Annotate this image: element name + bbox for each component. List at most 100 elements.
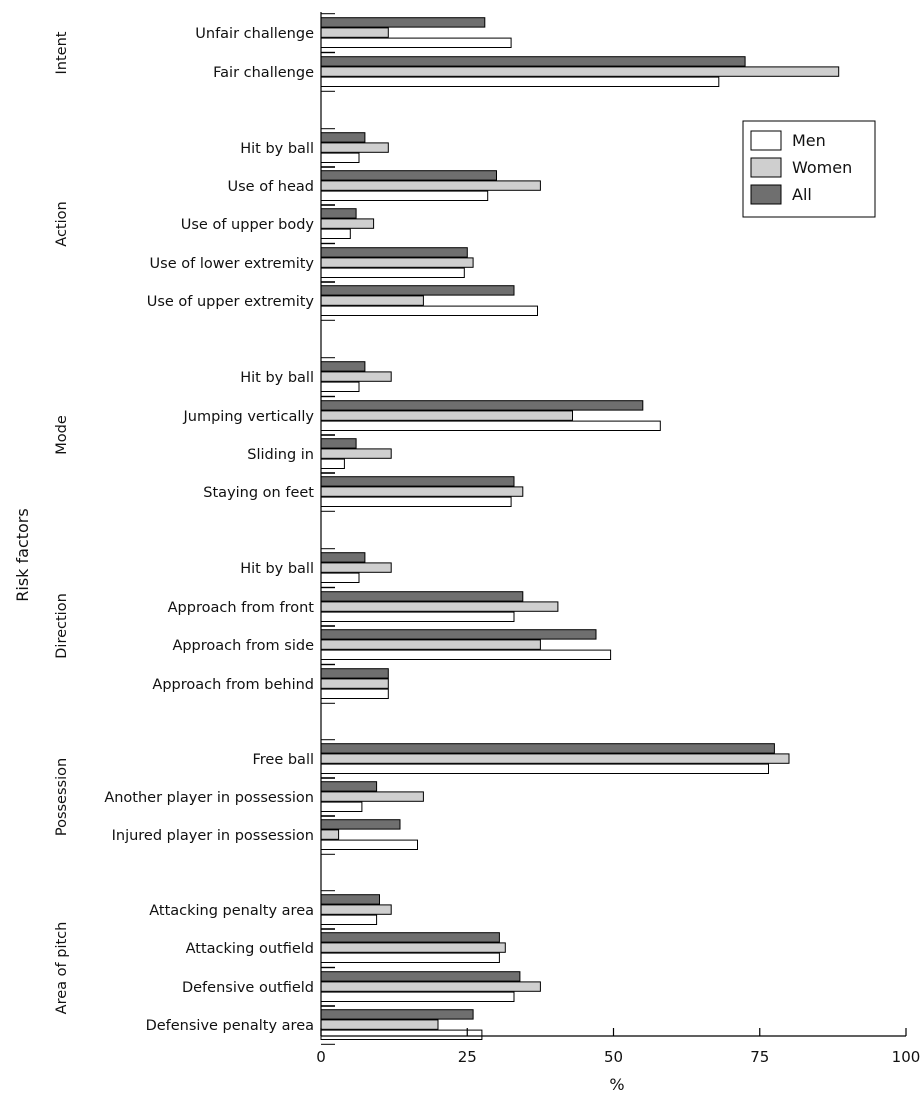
bar-men (320, 381, 360, 393)
bar-men (320, 496, 512, 508)
bar-women (320, 218, 375, 229)
bar-all (320, 400, 644, 411)
category-label: Use of upper body (181, 217, 315, 233)
bar-women (320, 791, 424, 802)
bar-all (320, 132, 366, 143)
category-label: Use of head (228, 179, 314, 195)
bar-men (320, 305, 538, 317)
bar-women (320, 257, 474, 268)
bar-women (320, 371, 392, 382)
x-tick-label: 25 (458, 1048, 477, 1066)
group-label: Action (54, 201, 70, 246)
bar-all (320, 208, 357, 219)
bar-women (320, 904, 392, 915)
category-label: Approach from side (172, 638, 314, 654)
category-label: Attacking outfield (186, 941, 314, 957)
bar-all (320, 552, 366, 563)
category-label: Fair challenge (213, 65, 314, 81)
category-label: Defensive penalty area (146, 1018, 314, 1034)
bar-all (320, 743, 775, 754)
legend-label: Women (792, 158, 852, 177)
bar-all (320, 56, 746, 67)
bar-all (320, 1009, 474, 1020)
legend-label: Men (792, 131, 826, 150)
bar-men (320, 420, 661, 432)
category-label: Use of upper extremity (147, 294, 315, 310)
category-label: Another player in possession (104, 790, 314, 806)
bar-women (320, 142, 389, 153)
category-label: Staying on feet (203, 485, 314, 501)
bar-women (320, 981, 541, 992)
category-label: Unfair challenge (195, 26, 314, 42)
bar-women (320, 448, 392, 459)
bar-all (320, 17, 486, 28)
bar-women (320, 753, 790, 764)
bar-all (320, 361, 366, 372)
bar-women (320, 486, 524, 497)
x-axis: 0 25 50 75 100 (316, 12, 920, 1066)
category-label: Injured player in possession (112, 828, 314, 844)
group-label: Area of pitch (54, 922, 70, 1015)
bar-all (320, 476, 515, 487)
x-axis-title: % (609, 1075, 624, 1093)
bar-men (320, 267, 465, 279)
x-tick-label: 50 (604, 1048, 623, 1066)
bar-women (320, 678, 389, 689)
bar-men (320, 801, 363, 812)
bar-women (320, 562, 392, 573)
x-tick-label: 100 (892, 1048, 921, 1066)
category-labels: Unfair challenge Fair challenge Hit by bal… (104, 26, 314, 1034)
bar-all (320, 781, 378, 792)
bar-all (320, 170, 497, 181)
bar-all (320, 629, 597, 640)
bar-women (320, 180, 541, 191)
bar-men (320, 991, 515, 1002)
bar-men (320, 76, 720, 87)
bar-women (320, 295, 424, 306)
bar-men (320, 152, 360, 164)
category-label: Use of lower extremity (150, 256, 315, 272)
bar-all (320, 438, 357, 449)
category-label: Attacking penalty area (149, 903, 314, 919)
bar-women (320, 410, 573, 421)
legend-swatch-all (750, 184, 782, 205)
bar-all (320, 819, 401, 830)
x-tick-label: 75 (750, 1048, 769, 1066)
bar-all (320, 971, 521, 982)
category-label: Hit by ball (240, 141, 314, 157)
category-label: Hit by ball (240, 561, 314, 577)
bar-women (320, 66, 840, 77)
bar-all (320, 591, 524, 602)
bar-women (320, 27, 389, 38)
bar-all (320, 932, 500, 943)
bar-men (320, 611, 515, 622)
bar-women (320, 1019, 439, 1030)
bar-all (320, 247, 468, 258)
bars-layer (320, 17, 840, 1040)
category-label: Hit by ball (240, 370, 314, 386)
bar-men (320, 1029, 483, 1040)
group-label: Possession (54, 758, 70, 836)
bar-women (320, 601, 559, 612)
bar-men (320, 763, 769, 774)
x-tick-label: 0 (316, 1048, 326, 1066)
category-label: Defensive outfield (182, 980, 314, 996)
legend-swatch-men (750, 130, 782, 151)
bar-men (320, 37, 512, 48)
bar-women (320, 829, 340, 840)
bar-men (320, 688, 389, 699)
group-label: Direction (54, 593, 70, 659)
bar-women (320, 942, 506, 953)
category-label: Approach from behind (152, 677, 314, 693)
category-label: Sliding in (247, 447, 314, 463)
bar-men (320, 458, 345, 470)
bar-men (320, 228, 351, 240)
bar-men (320, 190, 489, 202)
legend-swatch-women (750, 157, 782, 178)
bar-men (320, 572, 360, 583)
y-axis-title: Risk factors (13, 508, 32, 601)
bar-men (320, 839, 418, 850)
bar-men (320, 952, 500, 963)
category-label: Free ball (252, 752, 314, 768)
